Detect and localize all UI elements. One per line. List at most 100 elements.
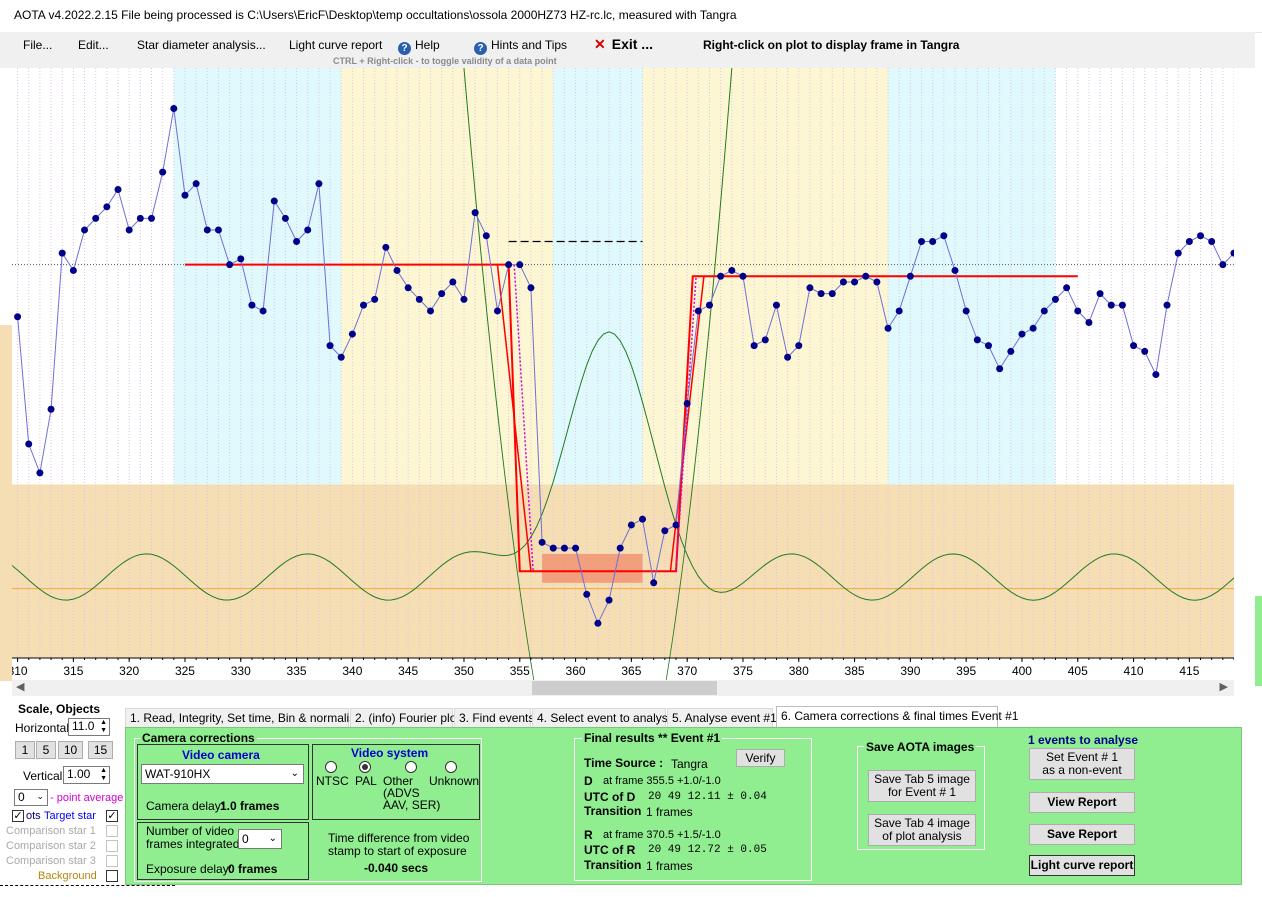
light-curve-plot[interactable]: 310 315 320 325 330 335 340 345 350 355 360 365 370 3…: [12, 68, 1234, 680]
data-point: [851, 278, 859, 286]
scale-button-5[interactable]: 5: [36, 741, 56, 759]
scale-button-15[interactable]: 15: [88, 741, 113, 759]
data-point: [69, 266, 77, 274]
save-tab5-image-button[interactable]: Save Tab 5 image for Event # 1: [868, 770, 976, 802]
camera-model-select[interactable]: WAT-910HX ⌄: [141, 764, 304, 784]
data-point: [1174, 249, 1182, 257]
data-point: [516, 261, 524, 269]
data-point: [371, 295, 379, 303]
radio-pal[interactable]: [359, 761, 371, 773]
data-point: [25, 440, 33, 448]
comparison-star-1-checkbox[interactable]: [106, 825, 118, 837]
tab-analyse-event[interactable]: 5. Analyse event #1: [667, 708, 777, 727]
menu-file[interactable]: File...: [23, 38, 53, 52]
menu-bar: File... Edit... Star diameter analysis..…: [0, 32, 1255, 68]
tab-fourier[interactable]: 2. (info) Fourier plot: [350, 708, 460, 727]
comparison-star-3-checkbox[interactable]: [106, 855, 118, 867]
data-point: [572, 544, 580, 552]
d-uncertainty-line: [513, 264, 534, 572]
radio-other[interactable]: [405, 761, 417, 773]
exposure-delay-value: 0 frames: [228, 862, 278, 876]
tab-select-event[interactable]: 4. Select event to analyse: [532, 708, 674, 727]
close-icon: ✕: [594, 36, 606, 52]
save-tab4-image-button[interactable]: Save Tab 4 image of plot analysis: [868, 814, 976, 846]
data-point: [639, 515, 647, 523]
plot-horizontal-scrollbar[interactable]: ◀ ▶: [12, 680, 1234, 696]
data-point: [159, 168, 167, 176]
data-point: [460, 295, 468, 303]
target-star-checkbox[interactable]: ✓: [106, 810, 118, 822]
spinner-icon[interactable]: ▲ ▼: [100, 719, 107, 734]
data-point: [717, 272, 725, 280]
scrollbar-thumb[interactable]: [532, 681, 717, 695]
light-curve-report-button[interactable]: Light curve report: [1029, 855, 1135, 876]
data-point: [661, 527, 669, 535]
data-point: [438, 290, 446, 298]
verify-button[interactable]: Verify: [736, 749, 785, 767]
camera-corrections-group: [134, 738, 482, 882]
data-point: [1130, 342, 1138, 350]
horizontal-scale-input[interactable]: 11.0 ▲ ▼: [68, 718, 110, 736]
frame-band-blue-0: [173, 68, 342, 485]
data-point: [705, 301, 713, 309]
save-tab4-label-2: of plot analysis: [882, 829, 962, 843]
video-camera-group: [137, 744, 309, 820]
scale-button-1[interactable]: 1: [15, 741, 35, 759]
scroll-right-icon[interactable]: ▶: [1219, 681, 1228, 693]
vertical-scale-input[interactable]: 1.00 ▲ ▼: [63, 766, 110, 784]
background-window-strip-right: [1255, 596, 1262, 686]
data-point: [203, 226, 211, 234]
utc-of-r-value: 20 49 12.72 ± 0.05: [648, 844, 767, 856]
data-point: [1152, 371, 1160, 379]
menu-edit[interactable]: Edit...: [78, 38, 109, 52]
data-point: [426, 307, 434, 315]
x-tick-label: 320: [119, 664, 139, 678]
data-point: [594, 619, 602, 627]
scroll-left-icon[interactable]: ◀: [16, 681, 25, 693]
save-report-button[interactable]: Save Report: [1029, 824, 1135, 845]
spinner-icon[interactable]: ▲ ▼: [100, 767, 107, 782]
x-tick-label: 315: [63, 664, 83, 678]
menu-exit-label: Exit ...: [611, 36, 653, 52]
data-point: [895, 307, 903, 315]
data-point: [560, 544, 568, 552]
set-non-event-button[interactable]: Set Event # 1 as a non-event: [1029, 748, 1135, 780]
menu-star-diameter[interactable]: Star diameter analysis...: [137, 38, 266, 52]
save-tab5-label-1: Save Tab 5 image: [874, 772, 970, 786]
camera-corrections-panel: Camera corrections Video camera WAT-910H…: [125, 727, 1242, 885]
tab-find-events[interactable]: 3. Find events: [454, 708, 534, 727]
hints-icon: ?: [474, 42, 487, 55]
data-point: [984, 342, 992, 350]
x-tick-label: 345: [398, 664, 418, 678]
background-label: Background: [38, 870, 97, 882]
menu-hints[interactable]: ? Hints and Tips: [474, 38, 567, 55]
data-point: [81, 226, 89, 234]
transition-d-label: Transition: [584, 804, 642, 818]
tab-camera-corrections[interactable]: 6. Camera corrections & final times Even…: [776, 706, 1018, 728]
data-point: [1141, 347, 1149, 355]
data-point: [795, 342, 803, 350]
menu-light-curve-report[interactable]: Light curve report: [289, 38, 383, 52]
view-report-button[interactable]: View Report: [1029, 792, 1135, 813]
background-checkbox[interactable]: [106, 870, 118, 882]
data-point: [817, 290, 825, 298]
data-point: [527, 284, 535, 292]
scale-button-10[interactable]: 10: [58, 741, 83, 759]
plots-label: ots: [26, 810, 41, 822]
tab-read-integrity[interactable]: 1. Read, Integrity, Set time, Bin & norm…: [125, 708, 362, 727]
menu-help[interactable]: ? Help: [398, 38, 440, 55]
camera-corrections-title: Camera corrections: [140, 731, 257, 745]
plots-checkbox[interactable]: ✓: [12, 810, 24, 822]
point-average-select[interactable]: 0 ⌄: [14, 789, 48, 806]
radio-ntsc-label: NTSC: [316, 774, 349, 788]
comparison-star-2-checkbox[interactable]: [106, 840, 118, 852]
data-point: [750, 342, 758, 350]
video-system-group: [312, 744, 480, 820]
data-point: [761, 336, 769, 344]
radio-unknown[interactable]: [445, 761, 457, 773]
data-point: [348, 330, 356, 338]
frames-integrated-select[interactable]: 0 ⌄: [238, 829, 282, 849]
menu-exit[interactable]: ✕ Exit ...: [594, 36, 653, 53]
radio-ntsc[interactable]: [325, 761, 337, 773]
event-model-line: [184, 263, 1078, 573]
